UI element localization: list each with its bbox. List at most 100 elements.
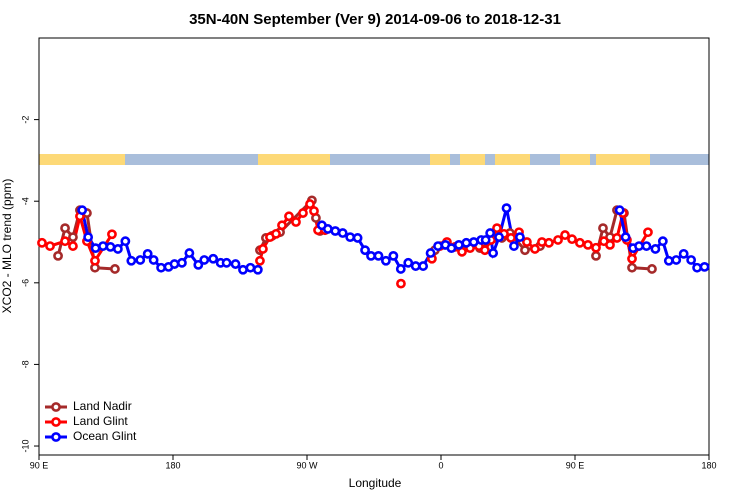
data-point (699, 262, 710, 272)
data-point (193, 259, 204, 270)
data-point (530, 244, 540, 254)
y-tick-label: -4 (20, 197, 30, 205)
x-tick-label: 90 E (566, 460, 585, 470)
data-point (515, 232, 525, 243)
data-point (90, 255, 100, 266)
data-point (647, 264, 657, 274)
data-point (657, 236, 668, 247)
data-point (373, 250, 384, 261)
data-point (678, 248, 689, 259)
data-point (488, 248, 499, 258)
data-point (148, 255, 159, 265)
data-point (345, 232, 356, 243)
y-tick-label: -8 (20, 360, 30, 368)
data-point (199, 255, 210, 265)
data-point (553, 235, 563, 245)
data-point (330, 226, 341, 236)
data-point (480, 235, 491, 245)
data-point (643, 227, 653, 238)
data-point (560, 230, 570, 240)
data-point (671, 255, 682, 265)
data-point (614, 205, 625, 216)
legend-label: Land Nadir (73, 399, 132, 413)
x-tick-label: 90 E (30, 460, 49, 470)
data-point (605, 239, 615, 250)
x-tick-label: 0 (438, 460, 443, 470)
data-point (446, 243, 457, 254)
legend-label: Ocean Glint (73, 429, 137, 443)
data-point (366, 250, 376, 261)
legend-item: Land Glint (45, 414, 128, 428)
data-point (53, 250, 63, 261)
data-point (433, 241, 443, 251)
data-point (509, 241, 519, 251)
data-point (277, 220, 287, 231)
data-point (522, 237, 532, 247)
data-point (641, 241, 652, 251)
data-point (208, 253, 219, 264)
data-point (120, 236, 131, 247)
data-point (506, 233, 516, 243)
data-point (68, 241, 78, 251)
data-point (663, 255, 674, 266)
legend-item: Land Nadir (45, 399, 132, 413)
data-point (591, 242, 601, 253)
data-point (418, 261, 429, 271)
data-point (271, 228, 281, 239)
data-point (492, 223, 502, 234)
data-point (396, 278, 406, 289)
land-ocean-strip (39, 154, 709, 165)
data-point (468, 237, 479, 247)
data-point (322, 224, 333, 234)
data-point (381, 255, 391, 266)
data-point (258, 244, 268, 254)
x-tick-label: 180 (701, 460, 716, 470)
data-point (494, 232, 504, 243)
data-point (612, 233, 622, 243)
data-point (591, 250, 601, 261)
data-point (388, 250, 399, 261)
data-point (686, 255, 697, 265)
data-point (37, 237, 47, 248)
y-tick-label: -6 (20, 279, 30, 287)
data-point (575, 237, 585, 248)
data-point (90, 243, 101, 254)
data-point (60, 236, 70, 247)
data-point (113, 244, 123, 254)
data-point (634, 241, 644, 251)
data-point (126, 255, 137, 266)
data-point (245, 262, 256, 273)
data-point (77, 205, 88, 216)
data-point (360, 245, 370, 256)
legend-label: Land Glint (73, 414, 128, 428)
data-point (252, 264, 263, 275)
data-point (337, 228, 348, 238)
data-point (60, 223, 70, 234)
data-point (627, 253, 637, 264)
y-tick-label: -10 (20, 440, 30, 453)
data-point (583, 239, 593, 250)
data-point (403, 257, 414, 268)
data-point (284, 211, 294, 222)
legend-marker (51, 402, 61, 412)
data-point (68, 232, 78, 243)
data-point (480, 245, 490, 256)
data-point (598, 223, 608, 234)
data-point (692, 262, 702, 273)
data-point (98, 241, 108, 251)
data-point (410, 261, 421, 271)
data-point (156, 262, 166, 273)
data-point (620, 232, 631, 243)
data-point (453, 239, 464, 250)
data-point (395, 264, 406, 274)
y-axis-label: XCO2 - MLO trend (ppm) (0, 179, 14, 314)
y-tick-label: -2 (20, 116, 30, 124)
data-point (230, 259, 241, 269)
data-point (298, 208, 308, 218)
data-point (291, 217, 301, 227)
data-point (169, 259, 180, 269)
data-point (107, 229, 117, 240)
data-point (255, 255, 265, 266)
data-point (567, 234, 577, 245)
